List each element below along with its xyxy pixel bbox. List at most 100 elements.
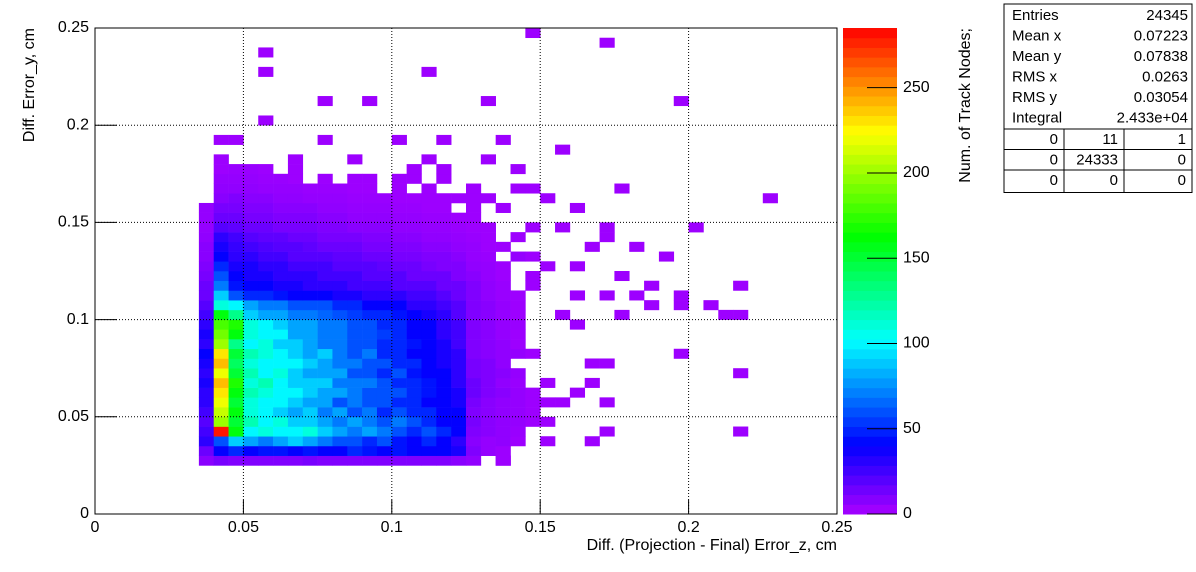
cell: [629, 241, 645, 252]
color-bar-band: [843, 387, 897, 398]
cell: [243, 261, 259, 272]
cell: [406, 251, 422, 262]
cell: [287, 193, 304, 204]
cell: [228, 173, 244, 184]
cell: [525, 387, 541, 398]
cell: [599, 232, 615, 243]
cell: [287, 222, 304, 233]
cell: [287, 154, 304, 165]
cell: [540, 193, 556, 204]
cell: [376, 455, 393, 466]
cell: [436, 426, 452, 437]
cell: [421, 271, 437, 282]
cell: [302, 426, 318, 437]
cell: [332, 319, 348, 330]
cell: [436, 377, 452, 388]
cell: [198, 280, 215, 291]
cell: [451, 261, 467, 272]
color-bar-band: [843, 319, 897, 330]
cell: [406, 329, 422, 340]
cell: [332, 232, 348, 243]
cell: [391, 339, 407, 350]
cell: [451, 193, 467, 204]
cell: [317, 290, 333, 301]
cell: [466, 377, 482, 388]
color-bar-band: [843, 232, 897, 243]
cell: [599, 290, 615, 301]
cell: [273, 280, 289, 291]
cell: [421, 154, 437, 165]
cell: [213, 319, 229, 330]
cell: [228, 387, 244, 398]
cell: [302, 407, 318, 418]
cell: [198, 348, 215, 359]
cell: [213, 280, 229, 291]
cell: [243, 377, 259, 388]
cell: [273, 290, 289, 301]
cell: [362, 358, 378, 369]
y-tick-label: 0.15: [58, 214, 89, 231]
color-bar-band: [843, 164, 897, 175]
cell: [332, 212, 348, 223]
cell: [421, 66, 437, 77]
cell: [406, 387, 422, 398]
cell: [317, 407, 333, 418]
cell: [406, 339, 422, 350]
cell: [451, 319, 467, 330]
cell: [406, 290, 422, 301]
cell: [198, 329, 215, 340]
cell: [421, 329, 437, 340]
cell: [391, 416, 407, 427]
cell: [406, 202, 422, 213]
cell: [317, 280, 333, 291]
cell: [451, 426, 467, 437]
cell: [436, 134, 452, 145]
cell: [495, 387, 511, 398]
cell: [555, 397, 571, 408]
cell: [228, 397, 244, 408]
cell: [391, 397, 407, 408]
cell: [302, 202, 318, 213]
cell: [421, 339, 437, 350]
color-bar-band: [843, 377, 897, 389]
cell: [733, 426, 749, 437]
cell: [273, 183, 289, 194]
cell: [228, 426, 244, 437]
cell: [376, 241, 393, 252]
cell: [525, 416, 541, 427]
cell: [495, 368, 511, 379]
cell: [213, 407, 229, 418]
color-bar-band: [843, 309, 897, 321]
stats-cell: 1: [1178, 131, 1186, 148]
stats-frame: [1003, 3, 1193, 193]
cell: [510, 290, 526, 301]
cell: [287, 445, 304, 456]
cell: [480, 232, 496, 243]
cell: [362, 202, 378, 213]
cell: [243, 212, 259, 223]
x-tick-label: 0.1: [381, 519, 403, 536]
cell: [258, 222, 274, 233]
cell: [451, 222, 467, 233]
cell: [391, 173, 407, 184]
cell: [228, 271, 244, 282]
cell: [421, 300, 437, 311]
cell: [466, 329, 482, 340]
cell: [733, 280, 749, 291]
cell: [391, 319, 407, 330]
cell: [451, 212, 467, 223]
cell: [213, 377, 229, 388]
cell: [406, 368, 422, 379]
cell: [436, 368, 452, 379]
cell: [466, 309, 482, 320]
cell: [362, 280, 378, 291]
stats-cell: 11: [1102, 131, 1118, 148]
cell: [258, 329, 274, 340]
cell: [317, 309, 333, 320]
cell: [510, 397, 526, 408]
cell: [302, 397, 318, 408]
cell: [391, 290, 407, 301]
cell: [569, 261, 586, 272]
cell: [213, 329, 229, 340]
cell: [213, 358, 229, 369]
